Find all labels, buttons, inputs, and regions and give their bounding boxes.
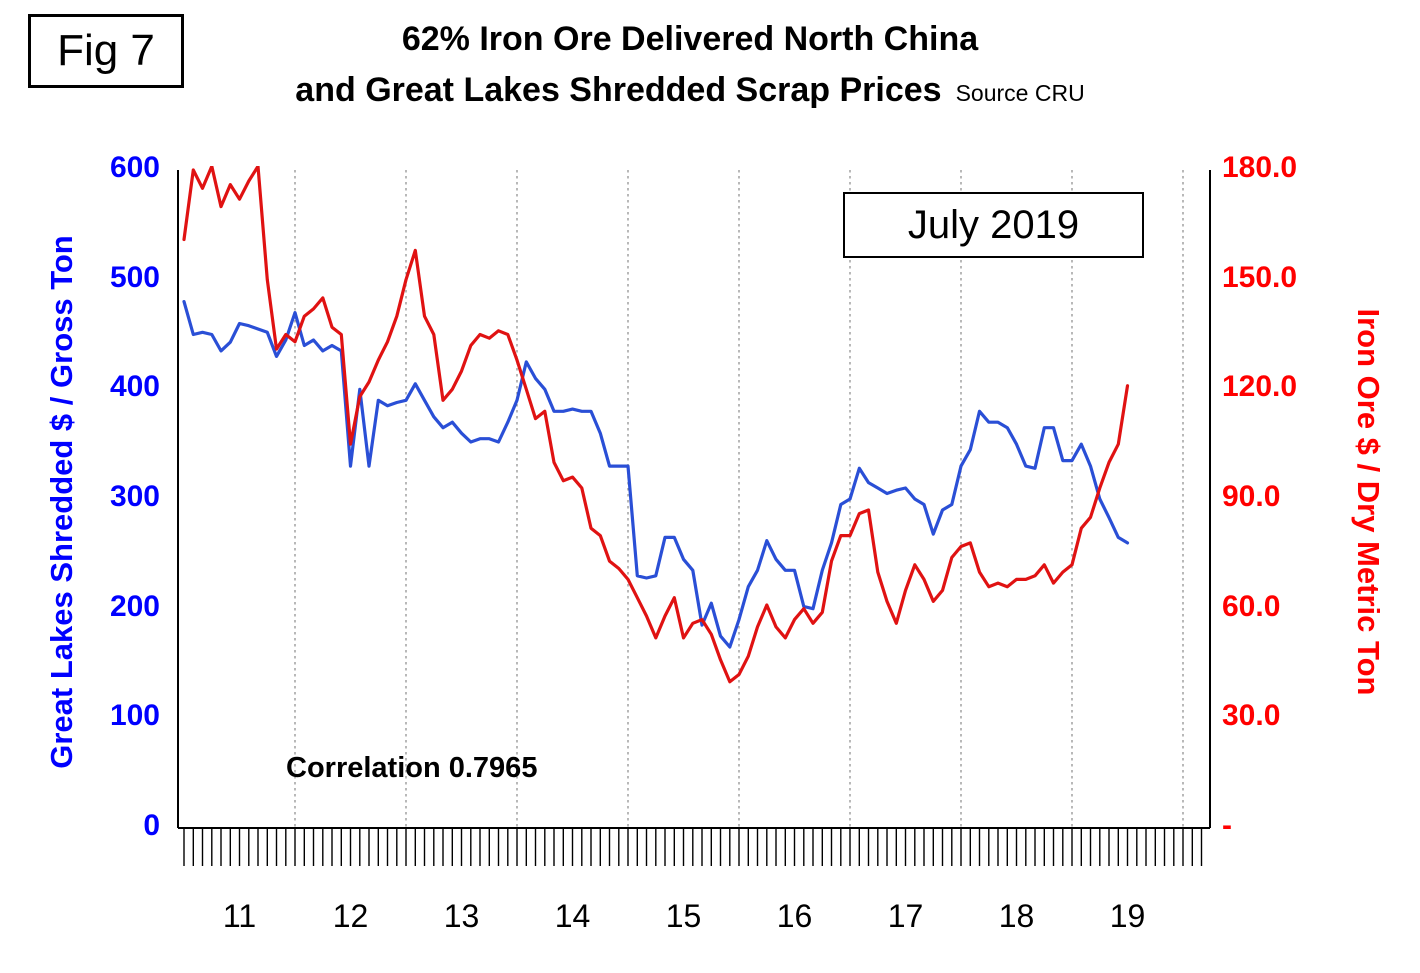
series-iron-ore [182,166,1130,684]
x-axis-year-label: 13 [443,898,480,934]
x-axis-year-label: 15 [665,898,702,934]
x-axis-year-label: 18 [998,898,1035,934]
figure-number: Fig 7 [57,26,155,75]
x-axis-year-label: 19 [1109,898,1146,934]
x-axis-year-label: 11 [222,898,257,934]
x-axis-year-label: 17 [887,898,924,934]
left-axis-tick: 500 [109,260,160,294]
left-axis-tick: 400 [109,370,160,404]
right-axis-tick: 60.0 [1222,589,1281,623]
left-axis-tick: 600 [109,151,160,184]
right-axis-tick: 180.0 [1222,151,1298,184]
x-axis-year-label: 16 [776,898,813,934]
series-scrap [182,300,1130,649]
left-axis-tick: 300 [109,480,160,513]
correlation-label: Correlation 0.7965 [286,752,538,784]
date-annotation-box: July 2019 [843,192,1144,258]
chart-title: 62% Iron Ore Delivered North China and G… [0,14,1380,116]
date-annotation: July 2019 [907,202,1080,247]
right-axis-tick: 120.0 [1222,370,1298,404]
chart-title-line1: 62% Iron Ore Delivered North China [401,20,979,58]
figure-number-box: Fig 7 [28,14,184,88]
right-axis-tick: 30.0 [1222,699,1281,733]
left-axis-tick: 0 [143,809,160,842]
chart-title-line2: and Great Lakes Shredded Scrap Prices [295,71,942,109]
x-axis-year-label: 12 [332,898,369,934]
source-label: Source CRU [955,80,1085,106]
left-axis-tick: 100 [109,699,160,733]
chart-title-line2-wrap: and Great Lakes Shredded Scrap Prices Sou… [0,65,1380,116]
right-axis-tick: 150.0 [1222,260,1298,294]
x-axis-year-label: 14 [554,898,591,934]
right-axis-tick: 90.0 [1222,480,1281,513]
right-axis-tick: - [1222,809,1232,842]
left-axis-tick: 200 [109,589,160,623]
